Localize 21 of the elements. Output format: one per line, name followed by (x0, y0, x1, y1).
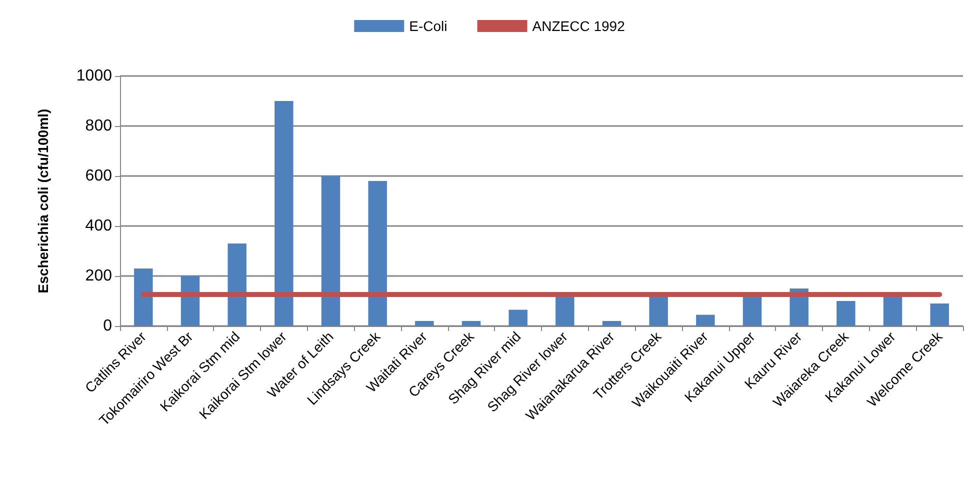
y-tick-label: 800 (85, 118, 112, 134)
bar (321, 176, 340, 326)
y-tick-label: 1000 (76, 68, 112, 84)
bar (930, 304, 949, 326)
y-tick-label: 400 (85, 218, 112, 234)
y-tick-label: 600 (85, 168, 112, 184)
legend-label: E-Coli (409, 18, 448, 34)
y-axis-title: Escherichia coli (cfu/100ml) (35, 108, 51, 294)
y-tick-label: 0 (103, 318, 112, 334)
bar (836, 301, 856, 326)
legend-label: ANZECC 1992 (532, 18, 626, 34)
bar (602, 321, 622, 326)
bar (274, 101, 294, 326)
bar (134, 268, 153, 326)
bar (368, 181, 387, 326)
bar (508, 310, 528, 326)
bar (228, 244, 246, 326)
bar (462, 321, 481, 326)
bar (696, 314, 715, 326)
bar (415, 321, 434, 326)
y-tick-label: 200 (85, 268, 112, 284)
